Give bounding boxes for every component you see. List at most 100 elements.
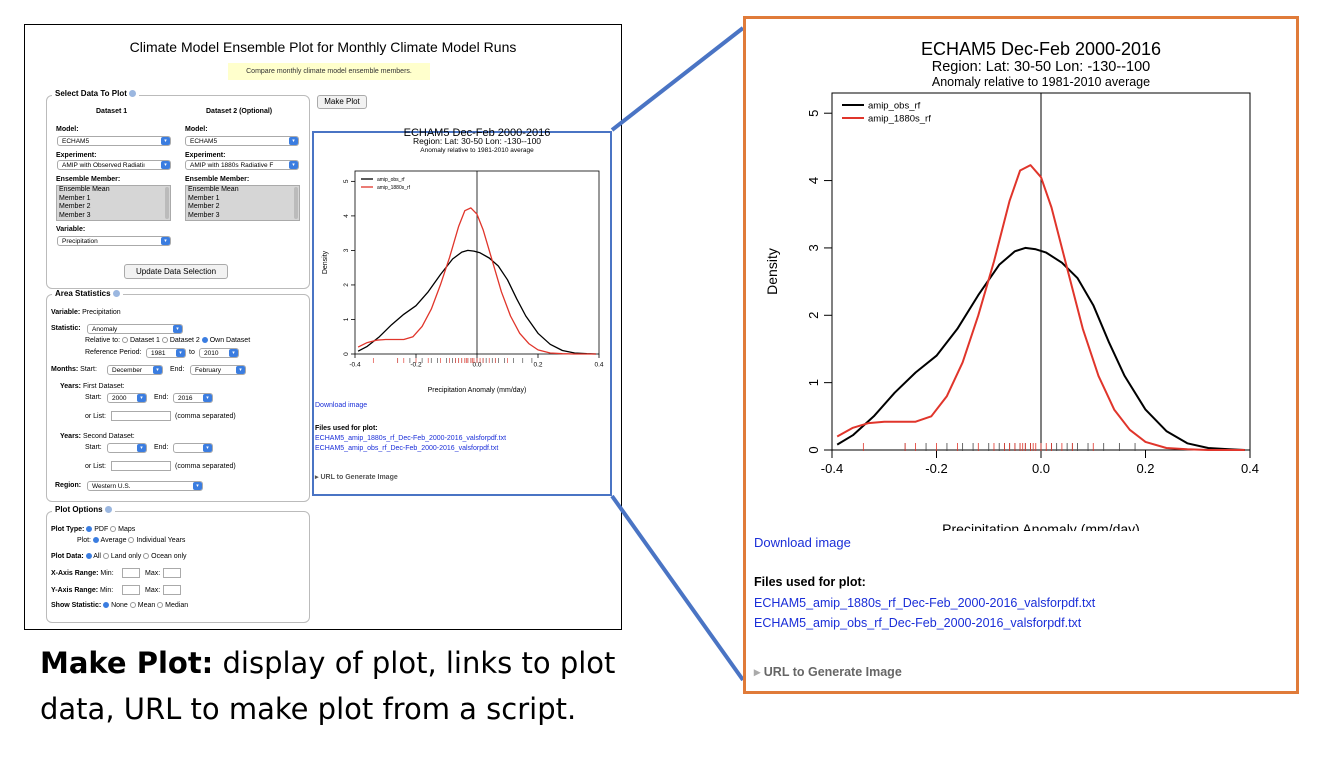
list-item[interactable]: Member 2 — [188, 203, 220, 210]
chevron-down-icon: ▾ — [173, 325, 182, 333]
years-list-input-1[interactable] — [111, 411, 171, 421]
experiment-select-2[interactable]: AMIP with 1880s Radiative F ▾ — [185, 160, 299, 170]
y-tick-label: 3 — [343, 248, 350, 252]
y-axis-range-row: Y-Axis Range: Min: — [51, 587, 114, 594]
scrollbar[interactable] — [294, 187, 298, 219]
plot-type-row: Plot Type: PDF Maps — [51, 526, 136, 533]
radio-mean[interactable] — [129, 602, 136, 609]
y-tick-label: 3 — [806, 244, 821, 251]
file-link-obs-large[interactable]: ECHAM5_amip_obs_rf_Dec-Feb_2000-2016_val… — [754, 616, 1082, 630]
plot-options-title: Plot Options — [52, 505, 115, 514]
list-item[interactable]: Member 1 — [188, 194, 220, 202]
file-link-obs[interactable]: ECHAM5_amip_obs_rf_Dec-Feb_2000-2016_val… — [315, 445, 499, 452]
make-plot-button[interactable]: Make Plot — [317, 95, 367, 109]
y-tick-label: 2 — [343, 283, 350, 287]
scrollbar[interactable] — [165, 187, 169, 219]
ensemble-list-2[interactable]: Ensemble Mean Member 1 Member 2 Member 3 — [185, 185, 300, 221]
list-item[interactable]: Member 1 — [59, 194, 91, 202]
url-generate-toggle-large[interactable]: ▸ URL to Generate Image — [754, 665, 902, 679]
info-icon[interactable] — [104, 506, 112, 514]
list-item[interactable]: Member 2 — [59, 203, 91, 210]
legend-label: amip_1880s_rf — [868, 113, 931, 124]
chart-subtitle2: Anomaly relative to 1981-2010 average — [932, 75, 1150, 89]
radio-none[interactable] — [103, 602, 110, 609]
ensemble-list-1[interactable]: Ensemble Mean Member 1 Member 2 Member 3 — [56, 185, 171, 221]
years-list-input-2[interactable] — [111, 461, 171, 471]
plot-row: Plot: Average Individual Years — [77, 537, 186, 544]
files-used-label: Files used for plot: — [315, 425, 378, 432]
radio-dataset2[interactable] — [161, 337, 168, 344]
months-end-select[interactable]: February ▾ — [190, 365, 246, 375]
y-min-input[interactable] — [122, 585, 140, 595]
years2-start-select[interactable]: ▾ — [107, 443, 147, 453]
radio-median[interactable] — [157, 602, 164, 609]
experiment-select-1[interactable]: AMIP with Observed Radiatiı ▾ — [57, 160, 171, 170]
list-item[interactable]: Member 3 — [188, 211, 220, 219]
info-icon[interactable] — [112, 290, 120, 298]
years-start-select[interactable]: 2000 ▾ — [107, 393, 147, 403]
y-max-input[interactable] — [163, 585, 181, 595]
radio-pdf[interactable] — [86, 526, 93, 533]
variable-select[interactable]: Precipitation ▾ — [57, 236, 171, 246]
legend-label: amip_1880s_rf — [377, 185, 411, 191]
model-select-2[interactable]: ECHAM5 ▾ — [185, 136, 299, 146]
list-item[interactable]: Ensemble Mean — [59, 186, 110, 193]
url-generate-toggle[interactable]: ▸ URL to Generate Image — [315, 474, 398, 481]
triangle-right-icon: ▸ — [315, 474, 319, 481]
radio-maps[interactable] — [110, 526, 117, 533]
statistic-select[interactable]: Anomaly ▾ — [87, 324, 183, 334]
x-axis-label: Precipitation Anomaly (mm/day) — [942, 521, 1140, 531]
x-tick-label: 0.2 — [533, 362, 542, 369]
chevron-down-icon: ▾ — [229, 349, 238, 357]
reference-period-label: Reference Period: — [85, 349, 142, 356]
radio-individual-years[interactable] — [128, 537, 135, 544]
radio-own-dataset[interactable] — [201, 337, 208, 344]
radio-all[interactable] — [85, 553, 92, 560]
file-link-1880s-large[interactable]: ECHAM5_amip_1880s_rf_Dec-Feb_2000-2016_v… — [754, 596, 1096, 610]
years-end-select[interactable]: 2016 ▾ — [173, 393, 213, 403]
radio-ocean-only[interactable] — [143, 553, 150, 560]
chevron-down-icon: ▾ — [137, 394, 146, 402]
chevron-down-icon: ▾ — [236, 366, 245, 374]
chevron-down-icon: ▾ — [203, 444, 212, 452]
chevron-down-icon: ▾ — [289, 137, 298, 145]
region-select[interactable]: Western U.S. ▾ — [87, 481, 203, 491]
y-axis-label: Density — [322, 250, 329, 274]
series-line-amip_obs_rf — [836, 246, 1245, 451]
file-link-1880s[interactable]: ECHAM5_amip_1880s_rf_Dec-Feb_2000-2016_v… — [315, 435, 507, 442]
x-min-input[interactable] — [122, 568, 140, 578]
radio-dataset1[interactable] — [121, 337, 128, 344]
y-tick-label: 1 — [343, 317, 350, 321]
series-line-amip_1880s_rf — [836, 164, 1245, 451]
years2-end-select[interactable]: ▾ — [173, 443, 213, 453]
files-used-label-large: Files used for plot: — [754, 575, 866, 589]
download-image-link-large[interactable]: Download image — [754, 535, 851, 550]
x-tick-label: 0.4 — [1241, 461, 1259, 476]
show-statistic-row: Show Statistic: None Mean Median — [51, 602, 189, 609]
months-end-label: End: — [170, 366, 185, 373]
experiment-label-2: Experiment: — [185, 152, 226, 159]
radio-land-only[interactable] — [102, 553, 109, 560]
list-item[interactable]: Ensemble Mean — [188, 186, 239, 193]
months-start-select[interactable]: December ▾ — [107, 365, 163, 375]
x-tick-label: 0.0 — [472, 362, 481, 369]
model-select-1[interactable]: ECHAM5 ▾ — [57, 136, 171, 146]
model-label-1: Model: — [56, 126, 79, 133]
list-item[interactable]: Member 3 — [59, 211, 91, 219]
model-label-2: Model: — [185, 126, 208, 133]
variable-row: Variable: Precipitation — [51, 309, 121, 316]
chevron-down-icon: ▾ — [176, 349, 185, 357]
info-note: Compare monthly climate model ensemble m… — [228, 63, 430, 80]
series-line-amip_1880s_rf — [357, 207, 596, 355]
download-image-link[interactable]: Download image — [315, 402, 368, 409]
ref-end-select[interactable]: 2010 ▾ — [199, 348, 239, 358]
info-icon[interactable] — [128, 90, 136, 98]
ref-start-select[interactable]: 1981 ▾ — [146, 348, 186, 358]
x-max-input[interactable] — [163, 568, 181, 578]
radio-average[interactable] — [92, 537, 99, 544]
x-tick-label: 0.4 — [594, 362, 603, 369]
update-data-button[interactable]: Update Data Selection — [124, 264, 228, 279]
